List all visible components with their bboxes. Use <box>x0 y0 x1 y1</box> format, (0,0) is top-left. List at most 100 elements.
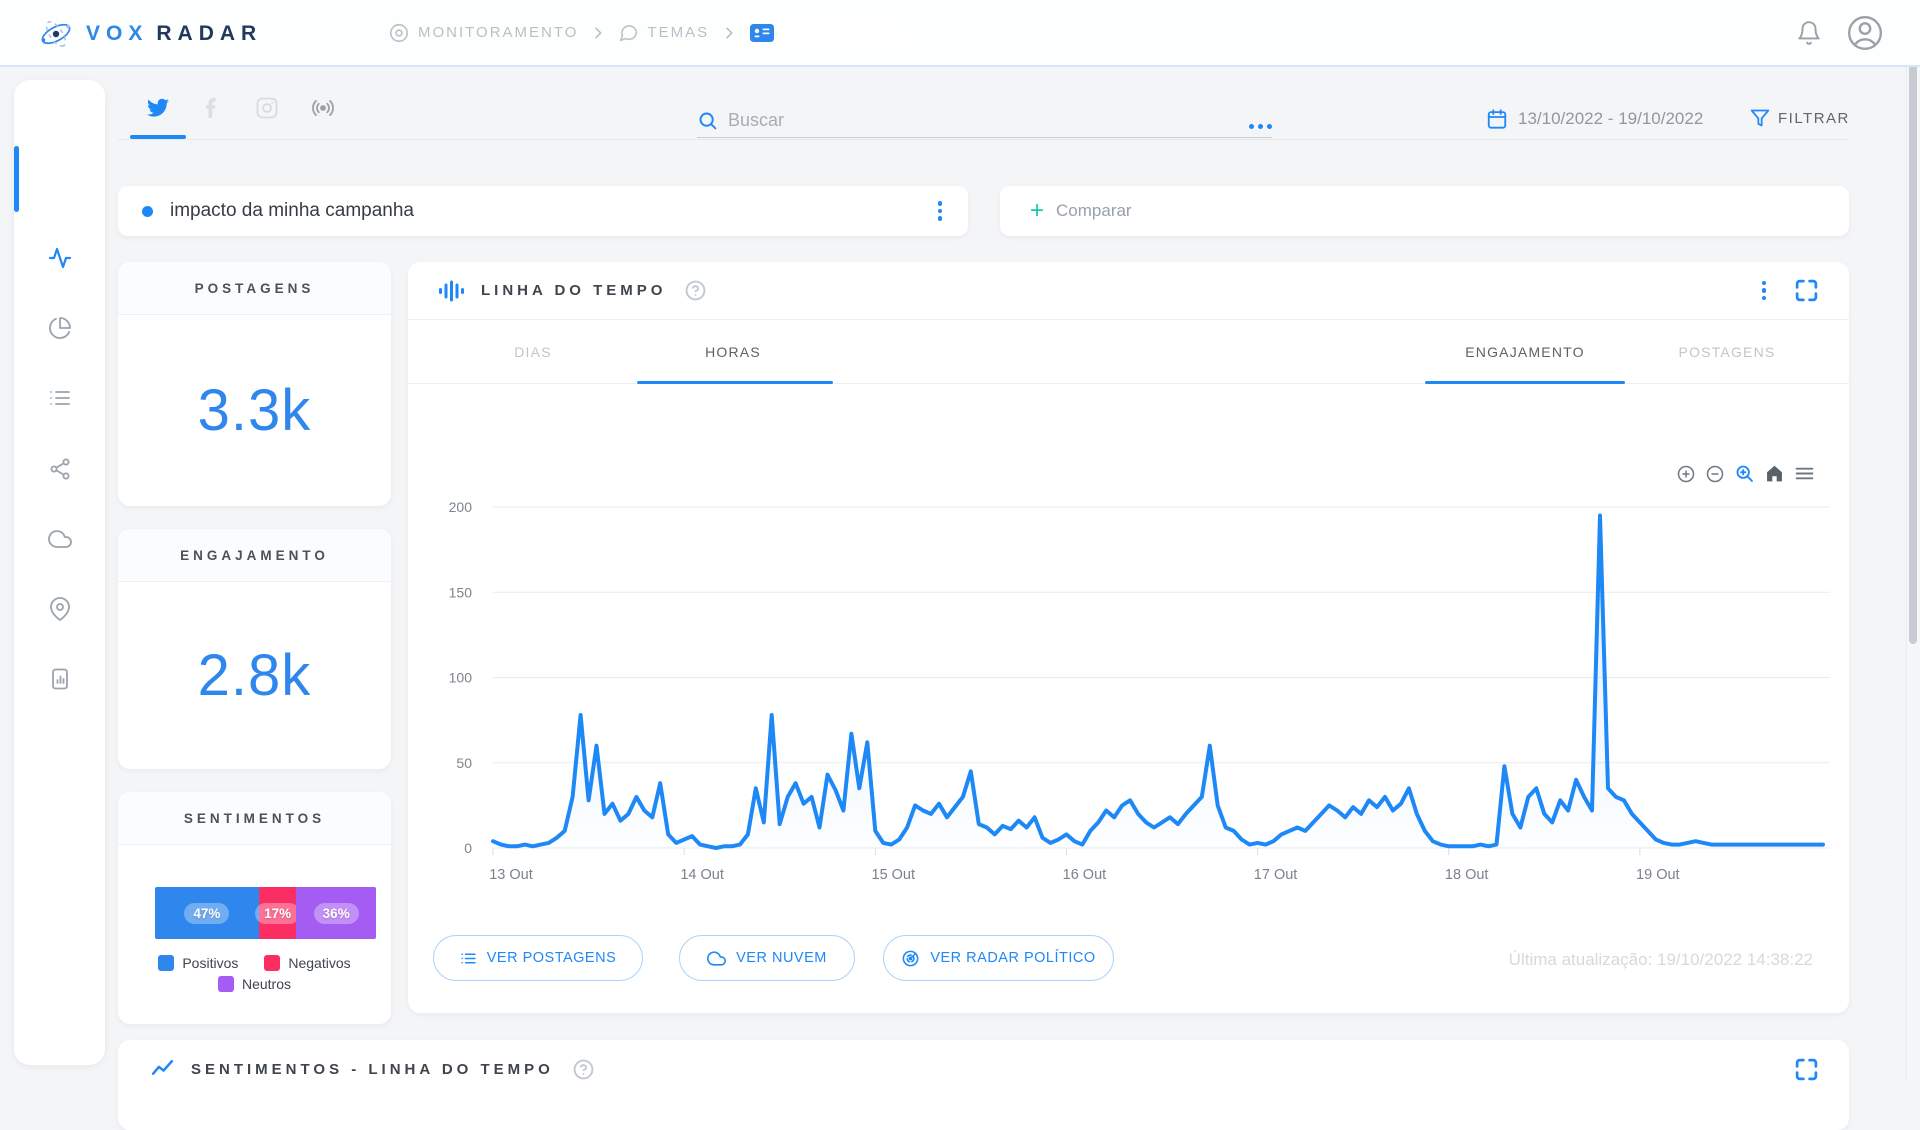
svg-text:14 Out: 14 Out <box>680 867 724 883</box>
sentiment-segment-positivos: 47% <box>155 887 259 939</box>
sidebar-item-timeline[interactable] <box>48 246 72 270</box>
svg-text:100: 100 <box>449 670 473 686</box>
campaign-name: impacto da minha campanha <box>170 200 414 221</box>
postagens-card: POSTAGENS 3.3k <box>118 262 391 506</box>
maximize-icon[interactable] <box>1794 1057 1819 1082</box>
help-icon[interactable] <box>684 279 707 302</box>
source-tab-twitter[interactable] <box>146 96 170 120</box>
postagens-value: 3.3k <box>197 378 312 443</box>
svg-text:200: 200 <box>449 499 473 515</box>
maximize-icon[interactable] <box>1794 278 1819 303</box>
search-input[interactable] <box>728 110 1188 131</box>
campaign-color-dot <box>142 205 153 217</box>
svg-text:13 Out: 13 Out <box>489 867 533 883</box>
engajamento-card-title: ENGAJAMENTO <box>118 529 391 582</box>
cloud-icon <box>707 950 727 966</box>
share-nodes-icon <box>50 458 70 480</box>
home-icon[interactable] <box>1764 463 1785 484</box>
engajamento-value: 2.8k <box>197 643 312 708</box>
timeline-chart[interactable]: 0 50 100 150 200 13 Out 14 Out 15 Out 16 Out 17 O… <box>408 385 1849 885</box>
svg-text:18 Out: 18 Out <box>1445 867 1489 883</box>
tab-postagens[interactable]: POSTAGENS <box>1678 344 1776 360</box>
instagram-icon <box>256 97 278 119</box>
source-tab-active-underline <box>130 135 186 139</box>
speech-bubble-icon <box>618 22 639 43</box>
tab-horas-underline <box>637 381 833 384</box>
source-tab-instagram[interactable] <box>255 96 279 120</box>
campaign-menu-icon[interactable] <box>937 201 942 221</box>
sidebar-item-reports[interactable] <box>48 667 72 691</box>
sidebar-active-indicator <box>14 146 19 212</box>
plus-icon: + <box>1030 197 1045 224</box>
last-update-text: Última atualização: 19/10/2022 14:38:22 <box>1508 950 1813 969</box>
pie-chart-icon <box>49 317 71 339</box>
selection-zoom-icon[interactable] <box>1734 463 1755 484</box>
svg-text:15 Out: 15 Out <box>872 867 916 883</box>
sentimentos-card: SENTIMENTOS 47% 17% 36% Positivos Negati… <box>118 792 391 1024</box>
sidebar-item-wordcloud[interactable] <box>48 527 72 551</box>
scrollbar-thumb[interactable] <box>1909 64 1917 644</box>
sentiment-segment-negativos: 17% <box>255 887 301 939</box>
sidebar-item-posts-list[interactable] <box>48 386 72 410</box>
campaign-card[interactable]: impacto da minha campanha <box>118 186 968 236</box>
timeline-tabs-row <box>408 320 1849 384</box>
source-tab-facebook[interactable] <box>201 96 225 120</box>
compare-button[interactable]: + Comparar <box>1000 186 1849 236</box>
sentiments-timeline-panel: SENTIMENTOS - LINHA DO TEMPO <box>118 1040 1849 1130</box>
sidebar-item-network[interactable] <box>48 457 72 481</box>
id-card-icon <box>749 22 775 44</box>
file-chart-icon <box>52 668 68 690</box>
app-header: VOX RADAR MONITORAMENTO TEMAS <box>0 0 1920 67</box>
date-range-picker[interactable]: 13/10/2022 - 19/10/2022 <box>1486 108 1703 130</box>
tab-horas[interactable]: HORAS <box>705 344 761 360</box>
date-range-value: 13/10/2022 - 19/10/2022 <box>1518 109 1704 128</box>
activity-icon <box>48 247 72 269</box>
timeline-panel-header: LINHA DO TEMPO <box>408 262 1849 320</box>
breadcrumb: MONITORAMENTO TEMAS <box>388 0 903 65</box>
sentiment-stacked-bar: 47% 17% 36% <box>155 887 376 939</box>
timeline-title: LINHA DO TEMPO <box>481 282 667 299</box>
bell-icon[interactable] <box>1796 20 1822 46</box>
zoom-out-icon[interactable] <box>1705 464 1725 484</box>
sidebar <box>14 80 105 1065</box>
ver-nuvem-button[interactable]: VER NUVEM <box>679 935 855 981</box>
help-icon[interactable] <box>572 1058 595 1081</box>
compare-label: Comparar <box>1056 201 1132 220</box>
filters-row-divider <box>118 139 1849 140</box>
filter-label: FILTRAR <box>1778 109 1850 127</box>
more-options-icon[interactable] <box>1249 124 1272 129</box>
ver-postagens-button[interactable]: VER POSTAGENS <box>433 935 643 981</box>
breadcrumb-monitoramento[interactable]: MONITORAMENTO <box>388 22 578 44</box>
zoom-in-icon[interactable] <box>1676 464 1696 484</box>
sentiments-timeline-header: SENTIMENTOS - LINHA DO TEMPO <box>118 1040 1849 1098</box>
scrollbar <box>1906 0 1920 1080</box>
ver-radar-politico-button[interactable]: VER RADAR POLÍTICO <box>883 935 1114 981</box>
tab-dias[interactable]: DIAS <box>514 344 552 360</box>
legend-item-positivos: Positivos <box>158 955 238 971</box>
svg-text:19 Out: 19 Out <box>1636 867 1680 883</box>
calendar-icon <box>1486 108 1508 130</box>
redacted-topic-name <box>787 18 903 47</box>
breadcrumb-temas[interactable]: TEMAS <box>618 22 709 43</box>
brand-logo[interactable]: VOX RADAR <box>36 14 262 54</box>
equalizer-icon <box>438 278 464 304</box>
broadcast-icon <box>312 100 334 116</box>
engajamento-card: ENGAJAMENTO 2.8k <box>118 529 391 769</box>
filter-button[interactable]: FILTRAR <box>1750 108 1850 128</box>
sentiments-timeline-title: SENTIMENTOS - LINHA DO TEMPO <box>191 1060 554 1078</box>
menu-icon[interactable] <box>1794 463 1815 484</box>
chart-toolbar <box>1676 463 1815 484</box>
sidebar-item-locations[interactable] <box>48 597 72 621</box>
user-avatar-icon[interactable] <box>1846 14 1884 52</box>
panel-menu-icon[interactable] <box>1761 280 1766 301</box>
search-icon <box>697 110 718 131</box>
brand-name: VOX RADAR <box>86 22 263 45</box>
sidebar-item-charts[interactable] <box>48 316 72 340</box>
source-tab-broadcast[interactable] <box>311 96 335 120</box>
header-actions <box>1796 0 1884 65</box>
tab-engajamento[interactable]: ENGAJAMENTO <box>1465 344 1585 360</box>
sentiment-segment-neutros: 36% <box>296 887 376 939</box>
timeline-panel: LINHA DO TEMPO DIAS HORAS ENGAJAMENTO PO… <box>408 262 1849 1013</box>
map-pin-icon <box>50 597 70 621</box>
chevron-right-icon <box>721 25 737 41</box>
